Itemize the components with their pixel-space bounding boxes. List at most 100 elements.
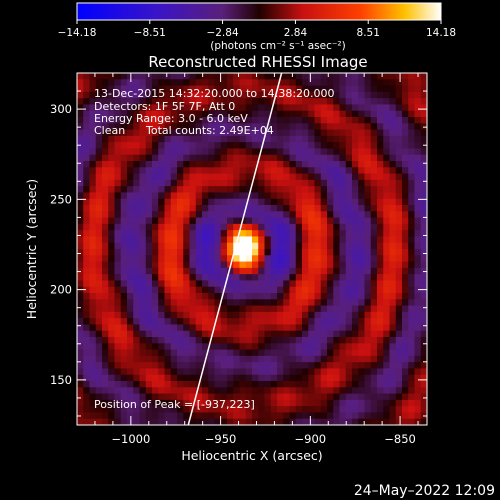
heatmap-pixel (252, 91, 259, 99)
heatmap-pixel (227, 104, 234, 112)
heatmap-pixel (420, 173, 427, 181)
heatmap-pixel (220, 337, 228, 344)
heatmap-pixel (258, 274, 265, 281)
heatmap-pixel (283, 368, 290, 376)
heatmap-pixel (233, 274, 240, 281)
heatmap-pixel (77, 406, 84, 413)
heatmap-pixel (270, 299, 278, 306)
heatmap-pixel (333, 293, 340, 300)
heatmap-pixel (358, 211, 365, 218)
heatmap-pixel (252, 161, 259, 168)
heatmap-pixel (145, 142, 153, 149)
heatmap-pixel (333, 406, 340, 413)
heatmap-pixel (289, 324, 297, 332)
heatmap-pixel (233, 299, 240, 306)
heatmap-pixel (114, 381, 122, 388)
heatmap-pixel (227, 98, 234, 105)
heatmap-pixel (402, 280, 409, 288)
heatmap-pixel (339, 123, 347, 130)
heatmap-pixel (220, 311, 228, 319)
heatmap-pixel (414, 129, 422, 137)
heatmap-pixel (364, 110, 372, 118)
heatmap-pixel (264, 362, 272, 369)
heatmap-pixel (164, 242, 172, 250)
heatmap-pixel (327, 123, 334, 130)
heatmap-pixel (345, 242, 353, 250)
heatmap-pixel (358, 418, 365, 425)
heatmap-pixel (264, 387, 272, 394)
heatmap-pixel (164, 91, 172, 99)
heatmap-pixel (258, 249, 265, 256)
heatmap-pixel (164, 330, 172, 338)
heatmap-pixel (245, 418, 253, 425)
heatmap-pixel (327, 198, 334, 206)
heatmap-pixel (152, 255, 159, 262)
heatmap-pixel (358, 374, 365, 382)
heatmap-pixel (283, 274, 290, 281)
heatmap-pixel (358, 135, 365, 143)
heatmap-pixel (158, 261, 165, 269)
heatmap-pixel (127, 381, 134, 388)
heatmap-pixel (414, 135, 422, 143)
heatmap-pixel (339, 173, 347, 181)
heatmap-pixel (208, 192, 215, 200)
heatmap-pixel (202, 236, 209, 244)
heatmap-pixel (108, 280, 115, 288)
heatmap-pixel (214, 161, 222, 168)
heatmap-pixel (402, 337, 409, 344)
heatmap-pixel (339, 399, 347, 407)
heatmap-pixel (302, 393, 309, 401)
heatmap-pixel (377, 167, 384, 174)
heatmap-pixel (352, 299, 359, 306)
heatmap-pixel (333, 374, 340, 382)
heatmap-pixel (245, 129, 253, 137)
heatmap-pixel (314, 368, 322, 376)
heatmap-pixel (227, 129, 234, 137)
heatmap-pixel (314, 249, 322, 256)
heatmap-pixel (283, 349, 290, 357)
heatmap-pixel (314, 242, 322, 250)
heatmap-pixel (170, 337, 178, 344)
heatmap-pixel (270, 186, 278, 193)
heatmap-pixel (202, 399, 209, 407)
heatmap-pixel (395, 110, 403, 118)
heatmap-pixel (314, 173, 322, 181)
heatmap-pixel (327, 412, 334, 420)
heatmap-pixel (364, 399, 372, 407)
heatmap-pixel (295, 217, 303, 225)
heatmap-pixel (183, 355, 190, 363)
heatmap-pixel (333, 142, 340, 149)
heatmap-pixel (127, 293, 134, 300)
heatmap-pixel (308, 91, 315, 99)
heatmap-pixel (220, 399, 228, 407)
heatmap-pixel (314, 211, 322, 218)
heatmap-pixel (220, 349, 228, 357)
heatmap-pixel (308, 305, 315, 313)
heatmap-pixel (277, 167, 284, 174)
heatmap-pixel (358, 399, 365, 407)
heatmap-pixel (264, 418, 272, 425)
heatmap-pixel (295, 129, 303, 137)
heatmap-pixel (183, 406, 190, 413)
heatmap-pixel (102, 267, 109, 275)
heatmap-pixel (308, 98, 315, 105)
heatmap-pixel (183, 299, 190, 306)
heatmap-pixel (345, 412, 353, 420)
heatmap-pixel (120, 161, 128, 168)
heatmap-pixel (302, 85, 309, 93)
heatmap-pixel (258, 393, 265, 401)
heatmap-pixel (220, 355, 228, 363)
heatmap-pixel (420, 293, 427, 300)
heatmap-pixel (83, 406, 90, 413)
heatmap-pixel (402, 412, 409, 420)
heatmap-pixel (214, 242, 222, 250)
heatmap-pixel (152, 142, 159, 149)
heatmap-pixel (358, 198, 365, 206)
heatmap-pixel (358, 274, 365, 281)
heatmap-pixel (252, 349, 259, 357)
heatmap-pixel (120, 211, 128, 218)
heatmap-pixel (333, 381, 340, 388)
heatmap-pixel (220, 412, 228, 420)
heatmap-pixel (164, 148, 172, 156)
heatmap-pixel (183, 236, 190, 244)
